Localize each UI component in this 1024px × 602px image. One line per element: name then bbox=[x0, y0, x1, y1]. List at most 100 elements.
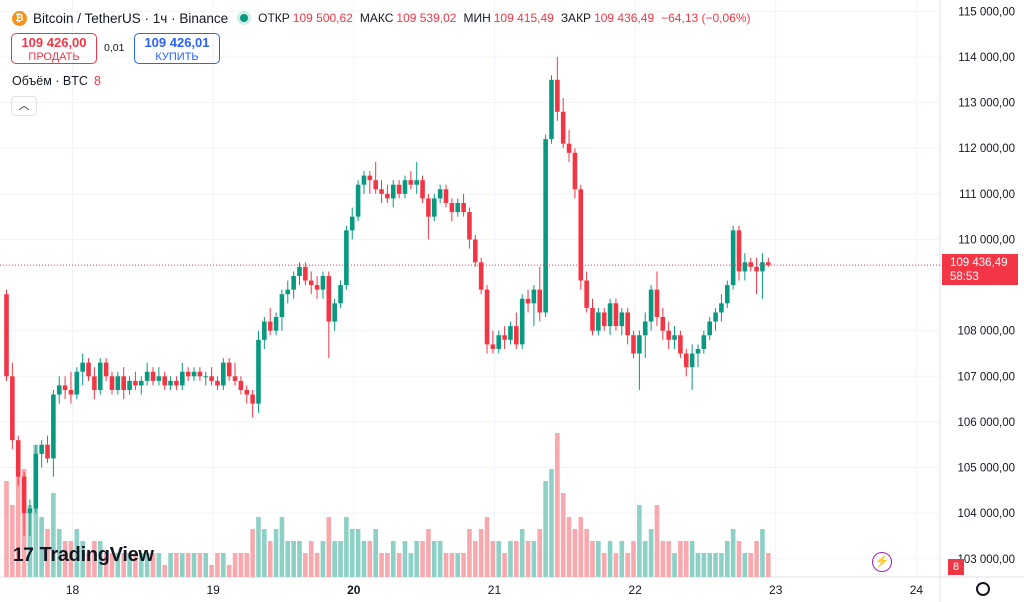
high-value: 109 539,02 bbox=[396, 11, 457, 25]
candle-body bbox=[51, 394, 56, 459]
volume-bar bbox=[127, 553, 132, 577]
candle-body bbox=[619, 312, 625, 327]
y-tick-label: 104 000,00 bbox=[957, 508, 1015, 520]
volume-bar bbox=[672, 553, 677, 577]
candle-body bbox=[256, 339, 261, 404]
candle-body bbox=[660, 317, 666, 331]
volume-bar bbox=[314, 553, 320, 577]
candle-body bbox=[314, 285, 320, 290]
candle-body bbox=[285, 289, 291, 295]
candle-body bbox=[648, 289, 654, 322]
market-status-icon[interactable] bbox=[240, 14, 249, 22]
candle-body bbox=[555, 79, 560, 112]
candle-body bbox=[215, 380, 220, 386]
volume-bar bbox=[68, 541, 74, 577]
volume-bar bbox=[103, 553, 109, 577]
volume-bar bbox=[39, 517, 44, 577]
volume-bar bbox=[660, 541, 666, 577]
candle-body bbox=[490, 344, 496, 349]
symbol-header: ₿ Bitcoin / TetherUS · 1ч · Binance ОТКР… bbox=[12, 8, 758, 28]
volume-bar bbox=[203, 553, 209, 577]
candle-body bbox=[185, 371, 191, 377]
candle-body bbox=[355, 184, 361, 217]
volume-bar bbox=[713, 553, 718, 577]
candle-body bbox=[607, 303, 613, 327]
candle-body bbox=[203, 376, 209, 378]
low-value: 109 415,49 bbox=[493, 11, 554, 25]
candle-body bbox=[62, 385, 68, 390]
time-axis[interactable]: 18 19 20 21 22 23 24 bbox=[66, 583, 924, 597]
candle-body bbox=[525, 298, 531, 304]
candle-body bbox=[326, 275, 332, 322]
candle-body bbox=[467, 212, 472, 240]
candle-body bbox=[437, 189, 443, 199]
volume-bar bbox=[631, 541, 636, 577]
candle-body bbox=[678, 335, 683, 354]
volume-bar bbox=[431, 541, 437, 577]
candle-body bbox=[461, 202, 466, 213]
candle-body bbox=[232, 376, 238, 381]
y-tick-label: 111 000,00 bbox=[959, 189, 1015, 201]
candle-body bbox=[484, 289, 490, 345]
volume-bar bbox=[250, 529, 255, 577]
candle-body bbox=[332, 303, 337, 322]
y-tick-label: 106 000,00 bbox=[957, 417, 1015, 429]
volume-bar bbox=[379, 553, 384, 577]
volume-bar bbox=[344, 517, 349, 577]
candle-body bbox=[508, 326, 513, 340]
volume-bar bbox=[361, 541, 367, 577]
collapse-button[interactable]: ︿ bbox=[11, 96, 37, 116]
candle-body bbox=[4, 294, 9, 377]
volume-legend[interactable]: Объём · BTC 8 bbox=[12, 74, 101, 88]
gear-icon[interactable] bbox=[976, 582, 990, 596]
buy-button[interactable]: 109 426,01 КУПИТЬ bbox=[134, 33, 220, 64]
last-price-label: 109 436,49 58:53 bbox=[942, 254, 1018, 285]
candle-body bbox=[367, 175, 373, 181]
candle-body bbox=[308, 280, 314, 286]
candle-body bbox=[502, 335, 507, 340]
symbol-title[interactable]: Bitcoin / TetherUS · 1ч · Binance bbox=[33, 10, 229, 26]
candle-body bbox=[297, 266, 302, 276]
last-price-value: 109 436,49 bbox=[950, 257, 1008, 269]
volume-bar bbox=[637, 505, 642, 577]
y-tick-label: 112 000,00 bbox=[958, 143, 1015, 155]
y-tick-label: 103 000,00 bbox=[957, 554, 1015, 566]
y-tick-label: 105 000,00 bbox=[957, 463, 1015, 475]
volume-bar bbox=[578, 517, 584, 577]
volume-bar bbox=[719, 553, 724, 577]
volume-bar bbox=[619, 541, 625, 577]
volume-bar bbox=[197, 553, 203, 577]
volume-bar bbox=[150, 553, 156, 577]
volume-bar bbox=[156, 553, 162, 577]
candle-body bbox=[420, 180, 425, 199]
candle-body bbox=[109, 376, 115, 390]
candle-body bbox=[748, 262, 754, 267]
volume-bar bbox=[408, 553, 414, 577]
candle-body bbox=[637, 335, 642, 354]
candle-body bbox=[719, 303, 724, 313]
candle-body bbox=[373, 180, 378, 190]
volume-bar bbox=[273, 529, 279, 577]
low-label: МИН bbox=[463, 11, 491, 25]
volume-bar bbox=[467, 529, 472, 577]
volume-bar bbox=[244, 553, 250, 577]
volume-bar bbox=[496, 541, 502, 577]
lightning-icon[interactable]: ⚡ bbox=[872, 552, 892, 572]
candle-body bbox=[127, 380, 132, 390]
volume-bar bbox=[121, 553, 126, 577]
volume-bar bbox=[51, 493, 56, 577]
tradingview-logo[interactable]: 17 TradingView bbox=[13, 544, 154, 567]
volume-bar bbox=[390, 541, 396, 577]
volume-bar bbox=[162, 565, 168, 577]
candle-body bbox=[426, 198, 431, 217]
sell-button[interactable]: 109 426,00 ПРОДАТЬ bbox=[11, 33, 97, 64]
candle-body bbox=[590, 307, 595, 331]
volume-bar bbox=[10, 505, 15, 577]
volume-bar bbox=[373, 529, 378, 577]
spread-value: 0,01 bbox=[104, 42, 125, 54]
candle-body bbox=[402, 180, 408, 194]
price-axis[interactable]: 115 000,00 114 000,00 113 000,00 112 000,00… bbox=[957, 6, 1015, 565]
volume-bar bbox=[209, 565, 214, 577]
volume-bar bbox=[279, 517, 285, 577]
